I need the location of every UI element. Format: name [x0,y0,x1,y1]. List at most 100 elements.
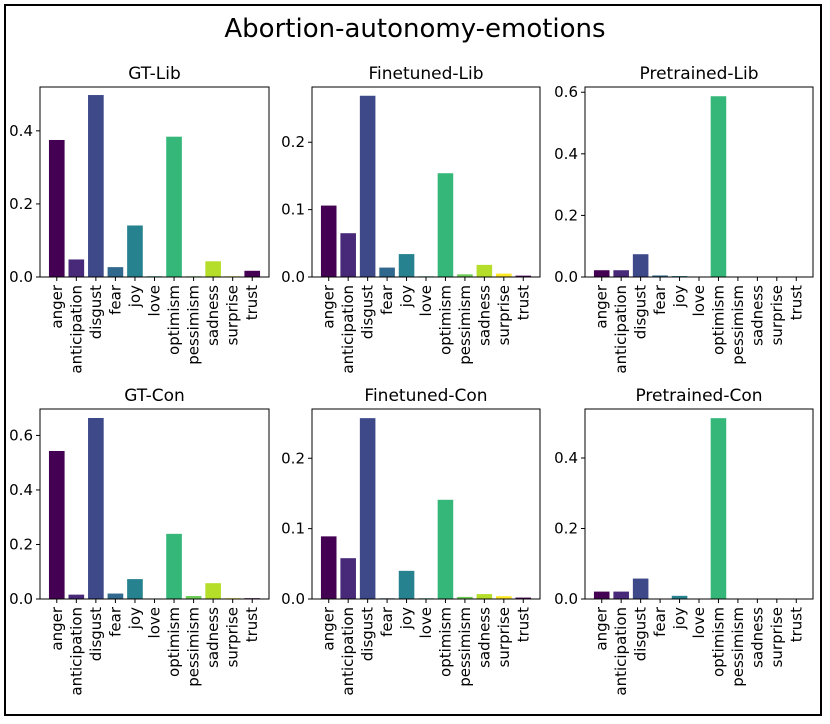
bar-disgust [359,418,376,599]
x-tick-label: trust [514,285,532,320]
y-tick-label: 0.1 [281,201,305,219]
x-tick-label: anger [593,284,611,328]
x-tick-label: anger [320,284,338,328]
x-tick-label: sadness [748,285,766,346]
x-tick-label: trust [787,285,805,320]
x-tick-label: anticipation [67,607,85,696]
figure-title: Abortion-autonomy-emotions [224,14,606,44]
bar-anger [593,270,610,277]
x-tick-label: surprise [495,607,513,667]
x-tick-label: disgust [87,285,105,339]
y-tick-label: 0.6 [554,83,578,101]
y-tick-label: 0.2 [281,133,305,151]
chart-title: Pretrained-Con [635,386,762,406]
x-tick-label: anger [320,606,338,650]
x-tick-label: disgust [632,285,650,339]
y-tick-label: 0.0 [9,268,33,286]
plot-area [311,408,541,600]
bar-sadness [476,264,493,277]
x-tick-label: disgust [632,607,650,661]
x-tick-label: surprise [768,607,786,667]
bar-fear [652,275,668,277]
y-tick-label: 0.0 [9,590,33,608]
bar-joy [127,579,143,599]
bar-anticipation [340,558,356,599]
x-tick-label: surprise [768,285,786,345]
bar-pessimism [457,274,473,277]
y-tick-label: 0.2 [9,535,33,553]
x-tick-label: optimism [709,607,727,677]
x-tick-label: fear [378,284,396,315]
bar-disgust [632,578,649,599]
bar-anticipation [613,270,629,277]
x-tick-label: love [417,607,435,638]
bar-anticipation [68,259,85,277]
x-tick-label: trust [243,285,261,320]
x-tick-label: sadness [475,607,493,668]
chart-title: GT-Lib [128,64,181,84]
bar-fear [107,593,124,599]
y-tick-label: 0.1 [281,520,305,538]
bar-surprise [496,596,512,599]
y-tick-label: 0.2 [554,206,578,224]
bar-anticipation [613,591,629,599]
x-tick-label: disgust [359,607,377,661]
bar-anger [593,591,610,599]
x-tick-label: fear [651,606,669,637]
x-tick-label: pessimism [456,285,474,365]
x-tick-label: sadness [204,285,222,346]
bar-trust [244,270,261,277]
chart-panel: GT-Con anger anticipation disgust fear joy lov… [9,386,270,696]
bar-optimism [437,173,454,277]
bar-disgust [88,95,104,278]
x-tick-label: love [417,285,435,316]
bar-pessimism [185,596,202,599]
bar-disgust [359,95,376,277]
x-tick-label: trust [514,607,532,642]
y-tick-label: 0.2 [281,449,305,467]
y-tick-label: 0.6 [9,426,33,444]
x-tick-label: anticipation [612,607,630,696]
x-tick-label: surprise [224,285,242,345]
x-tick-label: joy [126,607,144,630]
y-tick-label: 0.4 [9,122,33,140]
chart-panel: Finetuned-Con anger anticipation disgust fea… [281,386,541,696]
x-tick-label: anger [48,284,66,328]
chart-panel: Pretrained-Lib anger anticipation disgust fe… [554,64,814,374]
x-tick-label: surprise [495,285,513,345]
bar-joy [398,254,415,277]
plot-area [39,408,270,600]
bar-optimism [710,418,727,599]
x-tick-label: sadness [475,285,493,346]
y-tick-label: 0.0 [554,590,578,608]
x-tick-label: optimism [165,285,183,355]
chart-title: Finetuned-Con [364,386,487,406]
x-tick-label: joy [126,285,144,308]
x-tick-label: optimism [436,285,454,355]
x-tick-label: pessimism [729,285,747,365]
bar-sadness [205,583,221,599]
chart-title: Pretrained-Lib [640,64,759,84]
bar-joy [671,595,688,599]
bar-optimism [437,499,454,599]
chart-title: GT-Con [124,386,185,406]
x-tick-label: anger [48,606,66,650]
x-tick-label: trust [243,607,261,642]
y-tick-label: 0.4 [554,145,578,163]
x-tick-label: surprise [224,607,242,667]
x-tick-label: fear [106,606,124,637]
plot-area [584,86,814,278]
x-tick-label: disgust [359,285,377,339]
x-tick-label: fear [651,284,669,315]
chart-panel: Finetuned-Lib anger anticipation disgust fea… [281,64,541,374]
bar-optimism [166,136,182,277]
bar-anticipation [68,594,85,599]
bar-joy [127,225,143,277]
x-tick-label: trust [787,607,805,642]
bar-optimism [710,96,727,277]
x-tick-label: fear [378,606,396,637]
x-tick-label: anticipation [612,285,630,374]
bar-fear [107,267,124,277]
x-tick-label: joy [398,285,416,308]
bar-anger [48,139,65,277]
